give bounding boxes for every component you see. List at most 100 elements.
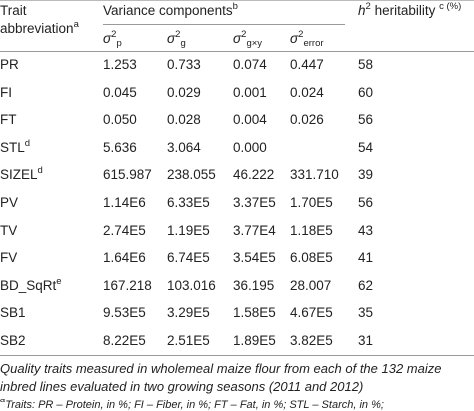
value-cell: 56 [358, 112, 374, 128]
h2-symbol: h [358, 3, 366, 18]
trait-name: SB1 [0, 305, 26, 321]
trait-name: BD_SqRt [0, 277, 57, 293]
footnote: aTraits: PR – Protein, in %; FI – Fiber,… [0, 399, 474, 411]
trait-note: e [56, 275, 62, 287]
trait-cell: BD_SqRte [0, 275, 62, 294]
value-cell: 54 [358, 139, 374, 155]
value-cell: 0.028 [167, 112, 201, 128]
value-cell: 0.026 [290, 112, 324, 128]
trait-cell: SIZELd [0, 165, 43, 183]
h2-header: h2 heritability c (%) [358, 1, 462, 19]
sigma-sub: g [180, 38, 186, 49]
value-cell: 0.029 [167, 84, 201, 100]
footnote-text: Traits: PR – Protein, in %; FI – Fiber, … [5, 399, 384, 411]
value-cell: 1.64E6 [103, 250, 146, 266]
value-cell: 1.253 [103, 57, 137, 72]
value-cell: 39 [358, 167, 374, 183]
sigma: σ [290, 31, 299, 46]
value-cell: 9.53E5 [103, 305, 146, 321]
trait-name: FT [0, 112, 17, 128]
trait-cell: FI [0, 85, 12, 101]
value-cell: 0.050 [103, 112, 137, 128]
bottom-rule [0, 355, 474, 356]
trait-name: PR [0, 57, 19, 72]
value-cell: 3.37E5 [233, 195, 276, 210]
value-cell: 0.004 [233, 112, 267, 128]
trait-cell: SB2 [0, 333, 26, 349]
value-cell: 6.74E5 [167, 250, 210, 266]
trait-name: PV [0, 195, 19, 210]
value-cell: 28.007 [290, 277, 332, 293]
value-cell: 4.67E5 [290, 305, 333, 321]
trait-cell: FT [0, 112, 17, 128]
value-cell: 1.18E5 [290, 222, 333, 238]
trait-name: FI [0, 84, 12, 100]
value-cell: 0.447 [290, 57, 324, 72]
sigma-sup: 2 [298, 29, 304, 40]
variance-header-text: Variance components [103, 3, 233, 18]
caption: Quality traits measured in wholemeal mai… [0, 361, 442, 394]
value-cell: 1.89E5 [233, 333, 276, 348]
value-cell: 3.82E5 [290, 333, 333, 348]
h2-note: c (%) [439, 1, 462, 12]
value-cell: 1.19E5 [167, 222, 210, 238]
variance-subheader: σ2p [103, 29, 122, 49]
value-cell: 615.987 [103, 167, 152, 183]
sigma-sup: 2 [111, 29, 117, 40]
header-rule [0, 51, 474, 52]
trait-header-note: a [73, 19, 79, 30]
sigma: σ [167, 31, 176, 46]
trait-cell: FV [0, 250, 17, 266]
value-cell: 41 [358, 250, 374, 266]
trait-header: Trait abbreviationa [0, 2, 95, 38]
value-cell: 1.14E6 [103, 195, 146, 210]
sigma-sub: g×y [246, 38, 263, 49]
value-cell: 238.055 [167, 167, 216, 183]
top-rule [0, 0, 474, 1]
trait-name: SB2 [0, 333, 26, 348]
value-cell: 5.636 [103, 139, 137, 155]
value-cell: 8.22E5 [103, 333, 146, 348]
trait-name: TV [0, 222, 18, 238]
trait-name: SIZEL [0, 167, 38, 183]
trait-cell: SB1 [0, 305, 26, 321]
variance-subheader: σ2g×y [233, 29, 263, 49]
sigma-sup: 2 [241, 29, 247, 40]
variance-subheader: σ2error [290, 29, 324, 49]
value-cell: 36.195 [233, 277, 275, 293]
value-cell: 0.045 [103, 84, 137, 100]
value-cell: 103.016 [167, 277, 216, 293]
value-cell: 3.77E4 [233, 222, 276, 238]
sigma-sub: p [116, 38, 122, 49]
value-cell: 1.70E5 [290, 195, 333, 210]
variance-rule [103, 24, 345, 25]
trait-cell: STLd [0, 139, 30, 156]
variance-header-note: b [232, 1, 238, 12]
sigma-sup: 2 [175, 29, 181, 40]
value-cell: 6.33E5 [167, 195, 210, 210]
trait-cell: TV [0, 223, 17, 239]
value-cell: 167.218 [103, 277, 152, 293]
value-cell: 0.024 [290, 84, 324, 100]
h2-text: heritability [374, 3, 436, 18]
value-cell: 43 [358, 222, 374, 238]
value-cell: 1.58E5 [233, 305, 276, 321]
value-cell: 3.29E5 [167, 305, 210, 321]
value-cell: 2.74E5 [103, 222, 146, 238]
value-cell: 60 [358, 84, 374, 100]
value-cell: 62 [358, 277, 374, 293]
value-cell: 35 [358, 305, 374, 321]
value-cell: 6.08E5 [290, 250, 333, 266]
trait-name: STL [0, 139, 25, 155]
value-cell: 31 [358, 333, 374, 348]
value-cell: 0.074 [233, 57, 267, 72]
footnote-mark: a [0, 399, 6, 405]
trait-note: d [37, 165, 43, 177]
trait-name: FV [0, 250, 18, 266]
value-cell: 0.000 [233, 139, 267, 155]
value-cell: 0.001 [233, 84, 267, 100]
value-cell: 58 [358, 57, 374, 72]
value-cell: 331.710 [290, 167, 339, 183]
h2-sup: 2 [365, 1, 371, 12]
